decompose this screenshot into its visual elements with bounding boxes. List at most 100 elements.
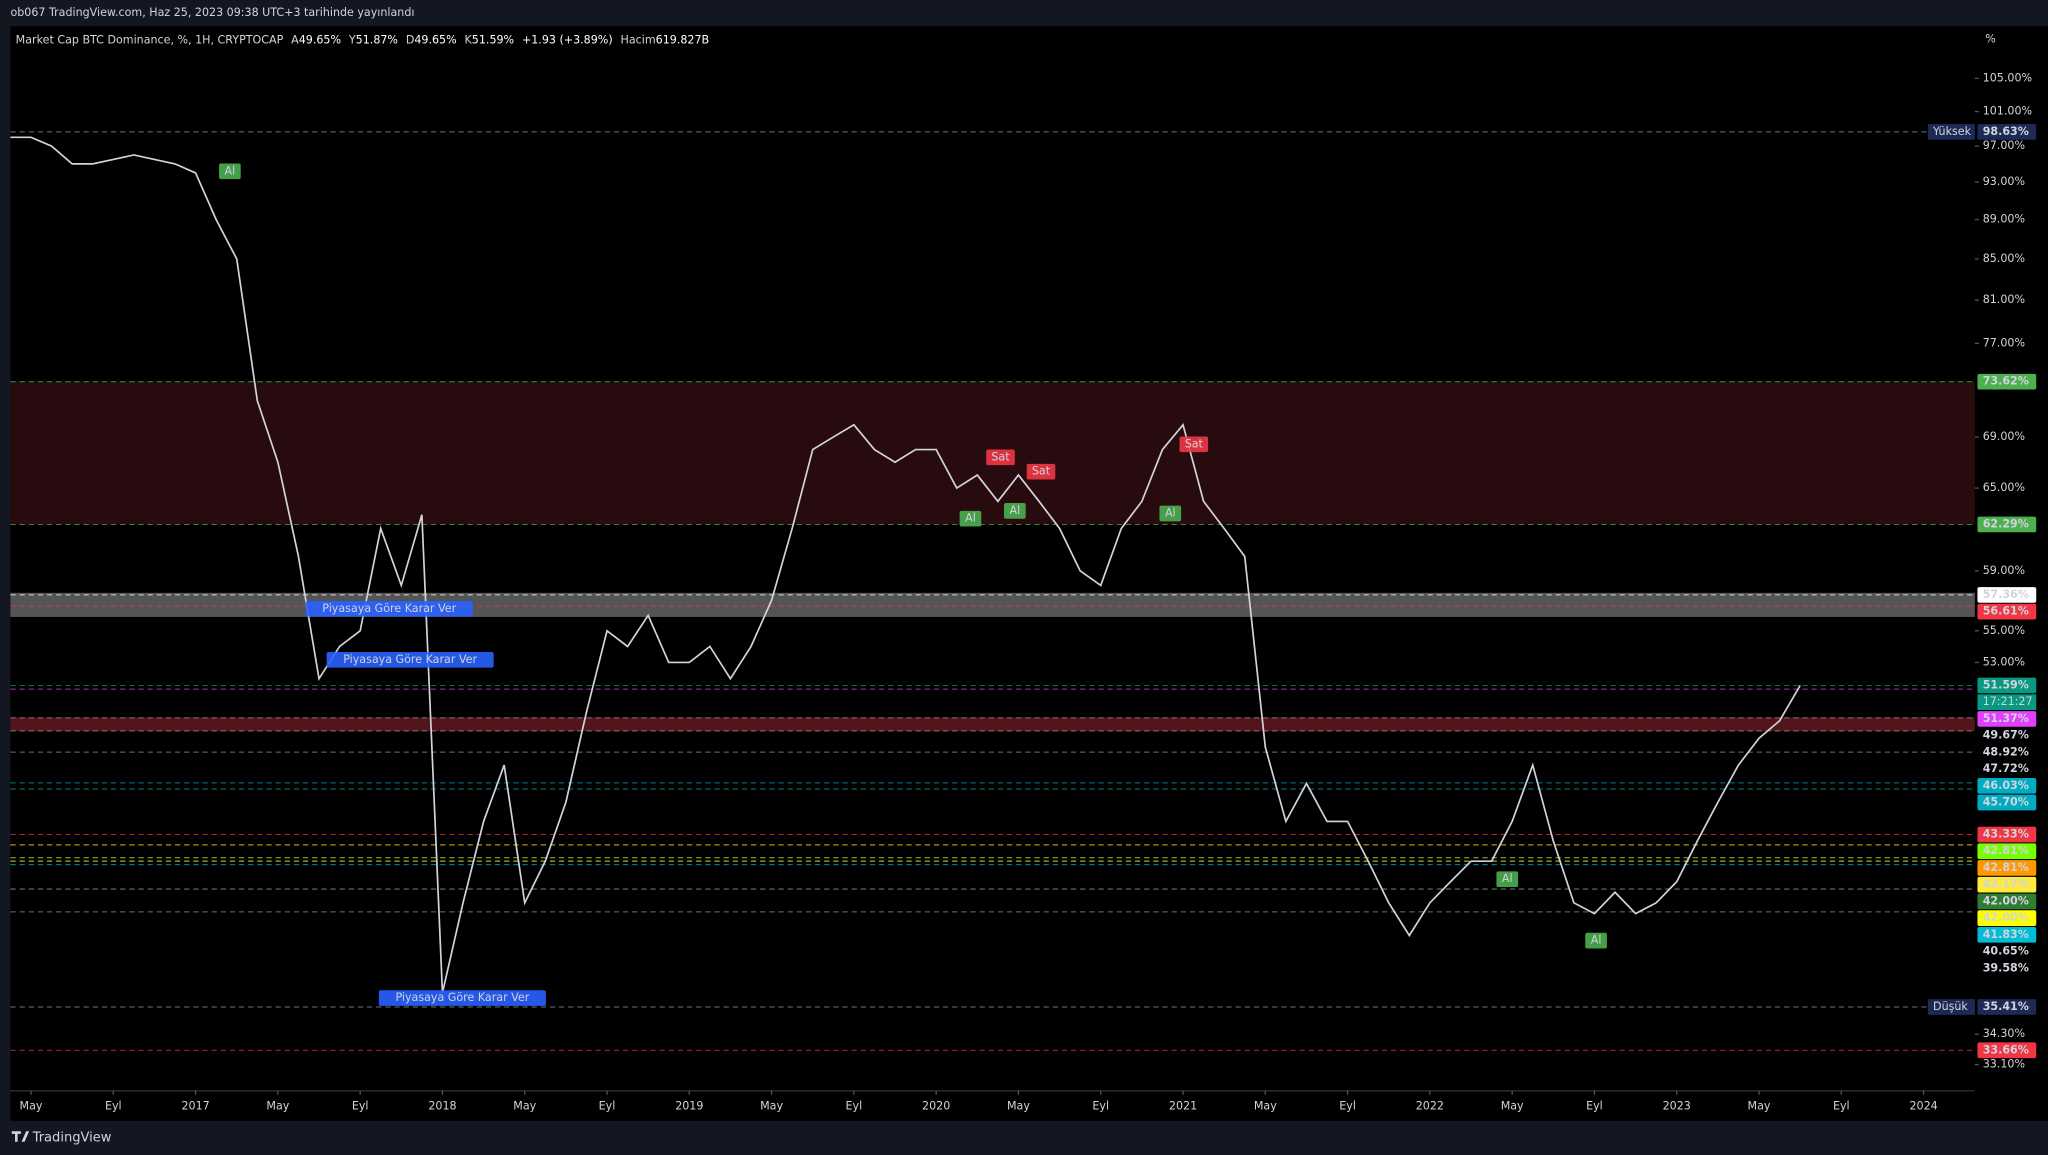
x-tick-label: 2019 xyxy=(675,1099,703,1112)
level-badge xyxy=(1977,373,2037,390)
legend-value: 51.87% xyxy=(356,34,398,47)
annotation: Sat xyxy=(1032,465,1051,478)
countdown: 17:21:27 xyxy=(1983,695,2033,708)
x-tick-label: Eyl xyxy=(1586,1099,1603,1112)
x-tick-label: 2024 xyxy=(1909,1099,1937,1112)
x-tick-label: Eyl xyxy=(846,1099,863,1112)
y-tick-label: 55.00% xyxy=(1983,624,2025,637)
x-tick-label: May xyxy=(1007,1099,1030,1112)
level-label: 51.59% xyxy=(1983,678,2029,691)
plot-area xyxy=(10,26,1975,1121)
level-name: Düşük xyxy=(1933,1000,1968,1013)
zone xyxy=(10,717,1975,732)
level-badge xyxy=(1977,603,2037,620)
y-tick-label: 59.00% xyxy=(1983,564,2025,577)
x-tick-label: 2023 xyxy=(1663,1099,1691,1112)
annotation-box xyxy=(1004,503,1026,519)
level-badge xyxy=(1977,927,2037,943)
annotation-box xyxy=(326,651,494,668)
level-label: 73.62% xyxy=(1983,375,2029,388)
unit-label: % xyxy=(1985,32,1996,45)
legend-key: Y xyxy=(348,34,356,47)
y-tick-label: 65.00% xyxy=(1983,481,2025,494)
level-label: 40.65% xyxy=(1983,945,2029,958)
level-label: 42.81% xyxy=(1983,844,2029,857)
y-tick-label: 97.00% xyxy=(1983,139,2025,152)
y-tick-label: 81.00% xyxy=(1983,293,2025,306)
level-label: 48.92% xyxy=(1983,745,2029,758)
level-name-badge xyxy=(1927,999,1975,1015)
x-tick-label: Eyl xyxy=(599,1099,616,1112)
y-tick-label: 101.00% xyxy=(1983,105,2032,118)
level-label: 46.03% xyxy=(1983,779,2029,792)
annotation-box xyxy=(1159,505,1182,522)
annotation: Al xyxy=(1502,872,1513,885)
legend: Market Cap BTC Dominance, %, 1H, CRYPTOC… xyxy=(16,34,709,47)
price-line xyxy=(10,136,1801,994)
level-label: 42.81% xyxy=(1983,861,2029,874)
legend-text: Market Cap BTC Dominance, %, 1H, CRYPTOC… xyxy=(16,34,709,47)
level-badge xyxy=(1977,960,2037,977)
annotation: Sat xyxy=(991,450,1010,463)
level-badge xyxy=(1977,826,2037,843)
level-badge xyxy=(1977,843,2037,860)
level-label: 35.41% xyxy=(1983,1000,2029,1013)
level-badge xyxy=(1977,777,2037,794)
level-badge xyxy=(1977,761,2037,777)
y-tick-label: 34.30% xyxy=(1983,1027,2025,1040)
level-label: 45.70% xyxy=(1983,796,2029,809)
brand-logo xyxy=(11,1131,30,1142)
x-tick-label: Eyl xyxy=(1339,1099,1356,1112)
annotation-box xyxy=(1026,463,1056,480)
annotation: Al xyxy=(1010,504,1021,517)
x-tick-label: May xyxy=(1501,1099,1524,1112)
x-tick-label: May xyxy=(513,1099,536,1112)
level-badge xyxy=(1977,893,2037,910)
legend-key: D xyxy=(406,34,415,47)
annotation: Al xyxy=(225,164,236,177)
x-tick-label: Eyl xyxy=(352,1099,369,1112)
legend-key: K xyxy=(465,34,473,47)
annotation-box xyxy=(219,163,241,180)
x-tick-label: 2022 xyxy=(1416,1099,1444,1112)
y-tick-label: 33.10% xyxy=(1983,1058,2025,1071)
level-label: 43.33% xyxy=(1983,828,2029,841)
level-badge xyxy=(1977,794,2037,811)
level-label: 42.00% xyxy=(1983,894,2029,907)
x-tick-label: May xyxy=(266,1099,289,1112)
x-tick-label: May xyxy=(20,1099,43,1112)
legend-value: 51.59% xyxy=(472,34,514,47)
countdown-badge xyxy=(1977,694,2037,711)
level-badge xyxy=(1977,910,2037,926)
legend-value: 49.65% xyxy=(299,34,341,47)
level-label: 57.36% xyxy=(1983,588,2029,601)
annotation: Al xyxy=(1165,506,1176,519)
level-label: 42.17% xyxy=(1983,878,2029,891)
level-badge xyxy=(1977,124,2037,140)
level-label: 62.29% xyxy=(1983,517,2029,530)
annotation: Piyasaya Göre Karar Ver xyxy=(322,602,456,615)
annotation: Al xyxy=(965,512,976,525)
level-badge xyxy=(1977,1042,2037,1059)
level-label: 56.61% xyxy=(1983,605,2029,618)
level-badge xyxy=(1977,587,2037,603)
y-tick-label: 105.00% xyxy=(1983,71,2032,84)
x-tick-label: Eyl xyxy=(1092,1099,1109,1112)
x-tick-label: Eyl xyxy=(105,1099,122,1112)
legend-change: +1.93 (+3.89%) xyxy=(522,34,613,47)
annotation-box xyxy=(378,990,546,1006)
y-tick-label: 93.00% xyxy=(1983,175,2025,188)
level-label: 39.58% xyxy=(1983,961,2029,974)
y-tick-label: 77.00% xyxy=(1983,336,2025,349)
legend-value: 619.827B xyxy=(656,34,710,47)
x-tick-label: May xyxy=(760,1099,783,1112)
level-badge xyxy=(1977,744,2037,761)
level-badge xyxy=(1977,943,2037,960)
level-badge xyxy=(1977,677,2037,694)
level-badge xyxy=(1977,711,2037,727)
annotation-box xyxy=(1496,871,1519,888)
level-name-badge xyxy=(1927,124,1975,140)
y-tick-label: 53.00% xyxy=(1983,655,2025,668)
y-tick-label: 69.00% xyxy=(1983,430,2025,443)
